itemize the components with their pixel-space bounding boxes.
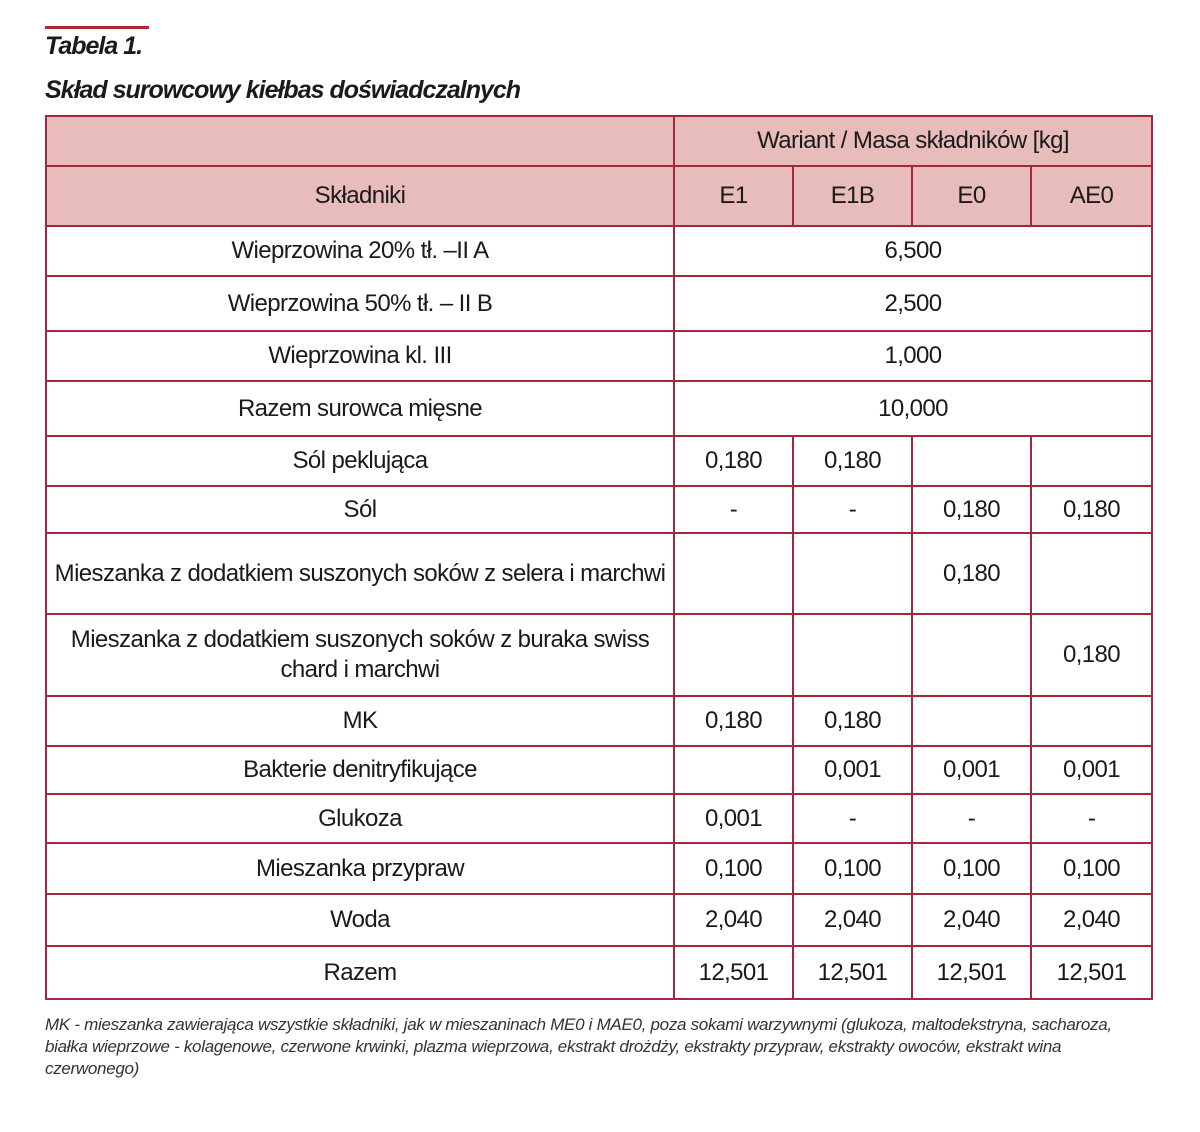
value-cell: 0,180 — [1029, 613, 1154, 697]
value-cell: 0,180 — [792, 435, 913, 487]
ingredient-cell: Glukoza — [45, 793, 675, 844]
table-title: Skład surowcowy kiełbas doświadczalnych — [45, 76, 521, 104]
value-cell: - — [792, 793, 913, 844]
ingredient-cell: Mieszanka z dodatkiem suszonych soków z … — [45, 613, 675, 697]
value-cell: 1,000 — [672, 330, 1154, 382]
value-cell: 0,180 — [911, 485, 1032, 534]
header-variant: AE0 — [1029, 165, 1154, 227]
empty-cell — [911, 435, 1032, 487]
value-cell: 12,501 — [673, 945, 794, 1000]
header-variant: E0 — [911, 165, 1032, 227]
value-cell: 12,501 — [911, 945, 1032, 1000]
header-blank — [45, 115, 675, 167]
header-variant: E1 — [673, 165, 794, 227]
ingredient-cell: Sól — [45, 485, 675, 534]
table-row: Woda 2,040 2,040 2,040 2,040 — [45, 893, 1154, 947]
value-cell: 0,100 — [673, 842, 794, 895]
value-cell: 6,500 — [672, 225, 1154, 277]
accent-bar — [45, 26, 149, 29]
value-cell: 2,040 — [1029, 893, 1154, 947]
table-row: Razem 12,501 12,501 12,501 12,501 — [45, 945, 1154, 1000]
empty-cell — [1029, 532, 1154, 615]
value-cell: 0,180 — [673, 435, 794, 487]
ingredient-cell: Wieprzowina 20% tł. –II A — [45, 225, 675, 277]
value-cell: - — [673, 485, 794, 534]
table-row: Sól - -0,180 0,180 — [45, 485, 1154, 534]
ingredient-cell: Mieszanka przypraw — [45, 842, 675, 895]
value-cell: 0,180 — [1029, 485, 1154, 534]
value-cell: - — [1029, 793, 1154, 844]
table-row: Wieprzowina 20% tł. –II A 6,500 — [45, 225, 1154, 277]
table: Wariant / Masa składników [kg] Składniki… — [45, 115, 1154, 1000]
empty-cell — [1029, 695, 1154, 747]
ingredient-cell: Wieprzowina kl. III — [45, 330, 675, 382]
footnote: MK - mieszanka zawierająca wszystkie skł… — [45, 1015, 1112, 1078]
value-cell: 12,501 — [1029, 945, 1154, 1000]
table-row: Wieprzowina kl. III 1,000 — [45, 330, 1154, 382]
value-cell: 0,100 — [911, 842, 1032, 895]
header-row: Składniki E1 E1B E0 AE0 — [45, 165, 1154, 227]
empty-cell — [673, 613, 794, 697]
value-cell: 2,040 — [911, 893, 1032, 947]
value-cell: 2,040 — [792, 893, 913, 947]
empty-cell — [673, 745, 794, 795]
value-cell: 0,180 — [911, 532, 1032, 615]
header-group: Wariant / Masa składników [kg] — [672, 115, 1154, 167]
table-row: Glukoza 0,001- - - — [45, 793, 1154, 844]
table-body: Wieprzowina 20% tł. –II A 6,500 Wieprzowin… — [45, 225, 1154, 1000]
value-cell: 0,001 — [792, 745, 913, 795]
header-ingredients: Składniki — [45, 165, 675, 227]
ingredient-cell: Sól peklująca — [45, 435, 675, 487]
ingredient-cell: Mieszanka z dodatkiem suszonych soków z … — [45, 532, 675, 615]
table-row: Razem surowca mięsne 10,000 — [45, 380, 1154, 437]
value-cell: - — [792, 485, 913, 534]
value-cell: 0,001 — [911, 745, 1032, 795]
empty-cell — [673, 532, 794, 615]
value-cell: 10,000 — [672, 380, 1154, 437]
value-cell: 2,500 — [672, 275, 1154, 332]
header-variant: E1B — [792, 165, 913, 227]
ingredient-cell: Bakterie denitryfikujące — [45, 745, 675, 795]
value-cell: 0,100 — [1029, 842, 1154, 895]
value-cell: 0,100 — [792, 842, 913, 895]
empty-cell — [792, 613, 913, 697]
value-cell: 0,180 — [792, 695, 913, 747]
value-cell: 0,180 — [673, 695, 794, 747]
header-row: Wariant / Masa składników [kg] — [45, 115, 1154, 167]
ingredient-cell: Wieprzowina 50% tł. – II B — [45, 275, 675, 332]
value-cell: 0,001 — [673, 793, 794, 844]
value-cell: 12,501 — [792, 945, 913, 1000]
table-row: Mieszanka przypraw 0,100 0,100 0,100 0,100 — [45, 842, 1154, 895]
ingredient-cell: MK — [45, 695, 675, 747]
value-cell: - — [911, 793, 1032, 844]
empty-cell — [911, 613, 1032, 697]
table-row: Sól peklująca 0,180 0,180 — [45, 435, 1154, 487]
empty-cell — [1029, 435, 1154, 487]
value-cell: 0,001 — [1029, 745, 1154, 795]
table-row: Bakterie denitryfikujące 0,001 0,001 0,001 — [45, 745, 1154, 795]
table-row: Mieszanka z dodatkiem suszonych soków z … — [45, 532, 1154, 615]
ingredient-cell: Razem surowca mięsne — [45, 380, 675, 437]
empty-cell — [911, 695, 1032, 747]
value-cell: 2,040 — [673, 893, 794, 947]
table-label: Tabela 1. — [45, 32, 143, 60]
table-row: Wieprzowina 50% tł. – II B 2,500 — [45, 275, 1154, 332]
ingredient-cell: Woda — [45, 893, 675, 947]
empty-cell — [792, 532, 913, 615]
table-row: Mieszanka z dodatkiem suszonych soków z … — [45, 613, 1154, 697]
ingredient-cell: Razem — [45, 945, 675, 1000]
table-row: MK 0,180 0,180 — [45, 695, 1154, 747]
